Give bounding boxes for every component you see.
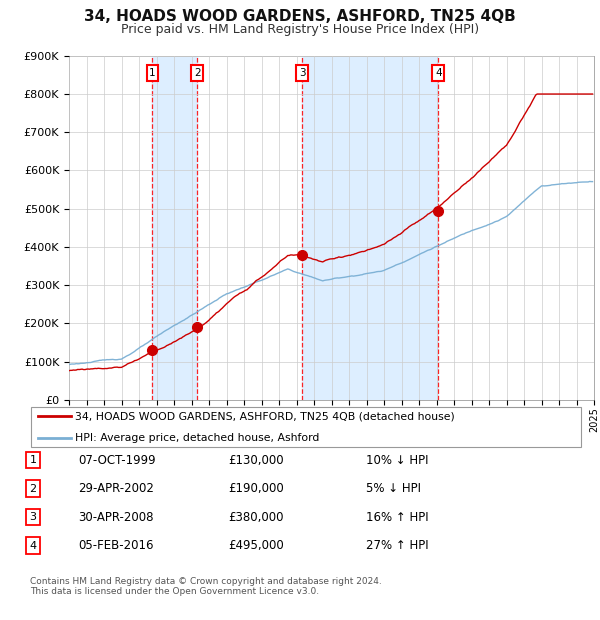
Bar (302, 56, 438, 400)
Text: 1: 1 (29, 455, 37, 465)
Text: 34, HOADS WOOD GARDENS, ASHFORD, TN25 4QB (detached house): 34, HOADS WOOD GARDENS, ASHFORD, TN25 4Q… (75, 411, 455, 421)
Text: £380,000: £380,000 (228, 511, 284, 523)
Text: 07-OCT-1999: 07-OCT-1999 (78, 454, 155, 466)
Text: 05-FEB-2016: 05-FEB-2016 (78, 539, 154, 552)
Text: 3: 3 (299, 68, 305, 78)
Text: HPI: Average price, detached house, Ashford: HPI: Average price, detached house, Ashf… (75, 433, 320, 443)
Text: 3: 3 (29, 512, 37, 522)
Text: 27% ↑ HPI: 27% ↑ HPI (366, 539, 428, 552)
Text: 29-APR-2002: 29-APR-2002 (78, 482, 154, 495)
Text: 1: 1 (149, 68, 156, 78)
Text: 2: 2 (29, 484, 37, 494)
Text: £130,000: £130,000 (228, 454, 284, 466)
Text: £495,000: £495,000 (228, 539, 284, 552)
FancyBboxPatch shape (31, 407, 581, 447)
Text: £190,000: £190,000 (228, 482, 284, 495)
Text: 5% ↓ HPI: 5% ↓ HPI (366, 482, 421, 495)
Text: 34, HOADS WOOD GARDENS, ASHFORD, TN25 4QB: 34, HOADS WOOD GARDENS, ASHFORD, TN25 4Q… (84, 9, 516, 24)
Text: 4: 4 (435, 68, 442, 78)
Text: 16% ↑ HPI: 16% ↑ HPI (366, 511, 428, 523)
Text: Price paid vs. HM Land Registry's House Price Index (HPI): Price paid vs. HM Land Registry's House … (121, 23, 479, 36)
Text: 2: 2 (194, 68, 200, 78)
Text: Contains HM Land Registry data © Crown copyright and database right 2024.: Contains HM Land Registry data © Crown c… (30, 577, 382, 586)
Text: 10% ↓ HPI: 10% ↓ HPI (366, 454, 428, 466)
Text: This data is licensed under the Open Government Licence v3.0.: This data is licensed under the Open Gov… (30, 587, 319, 596)
Text: 30-APR-2008: 30-APR-2008 (78, 511, 154, 523)
Text: 4: 4 (29, 541, 37, 551)
Bar (152, 56, 197, 400)
